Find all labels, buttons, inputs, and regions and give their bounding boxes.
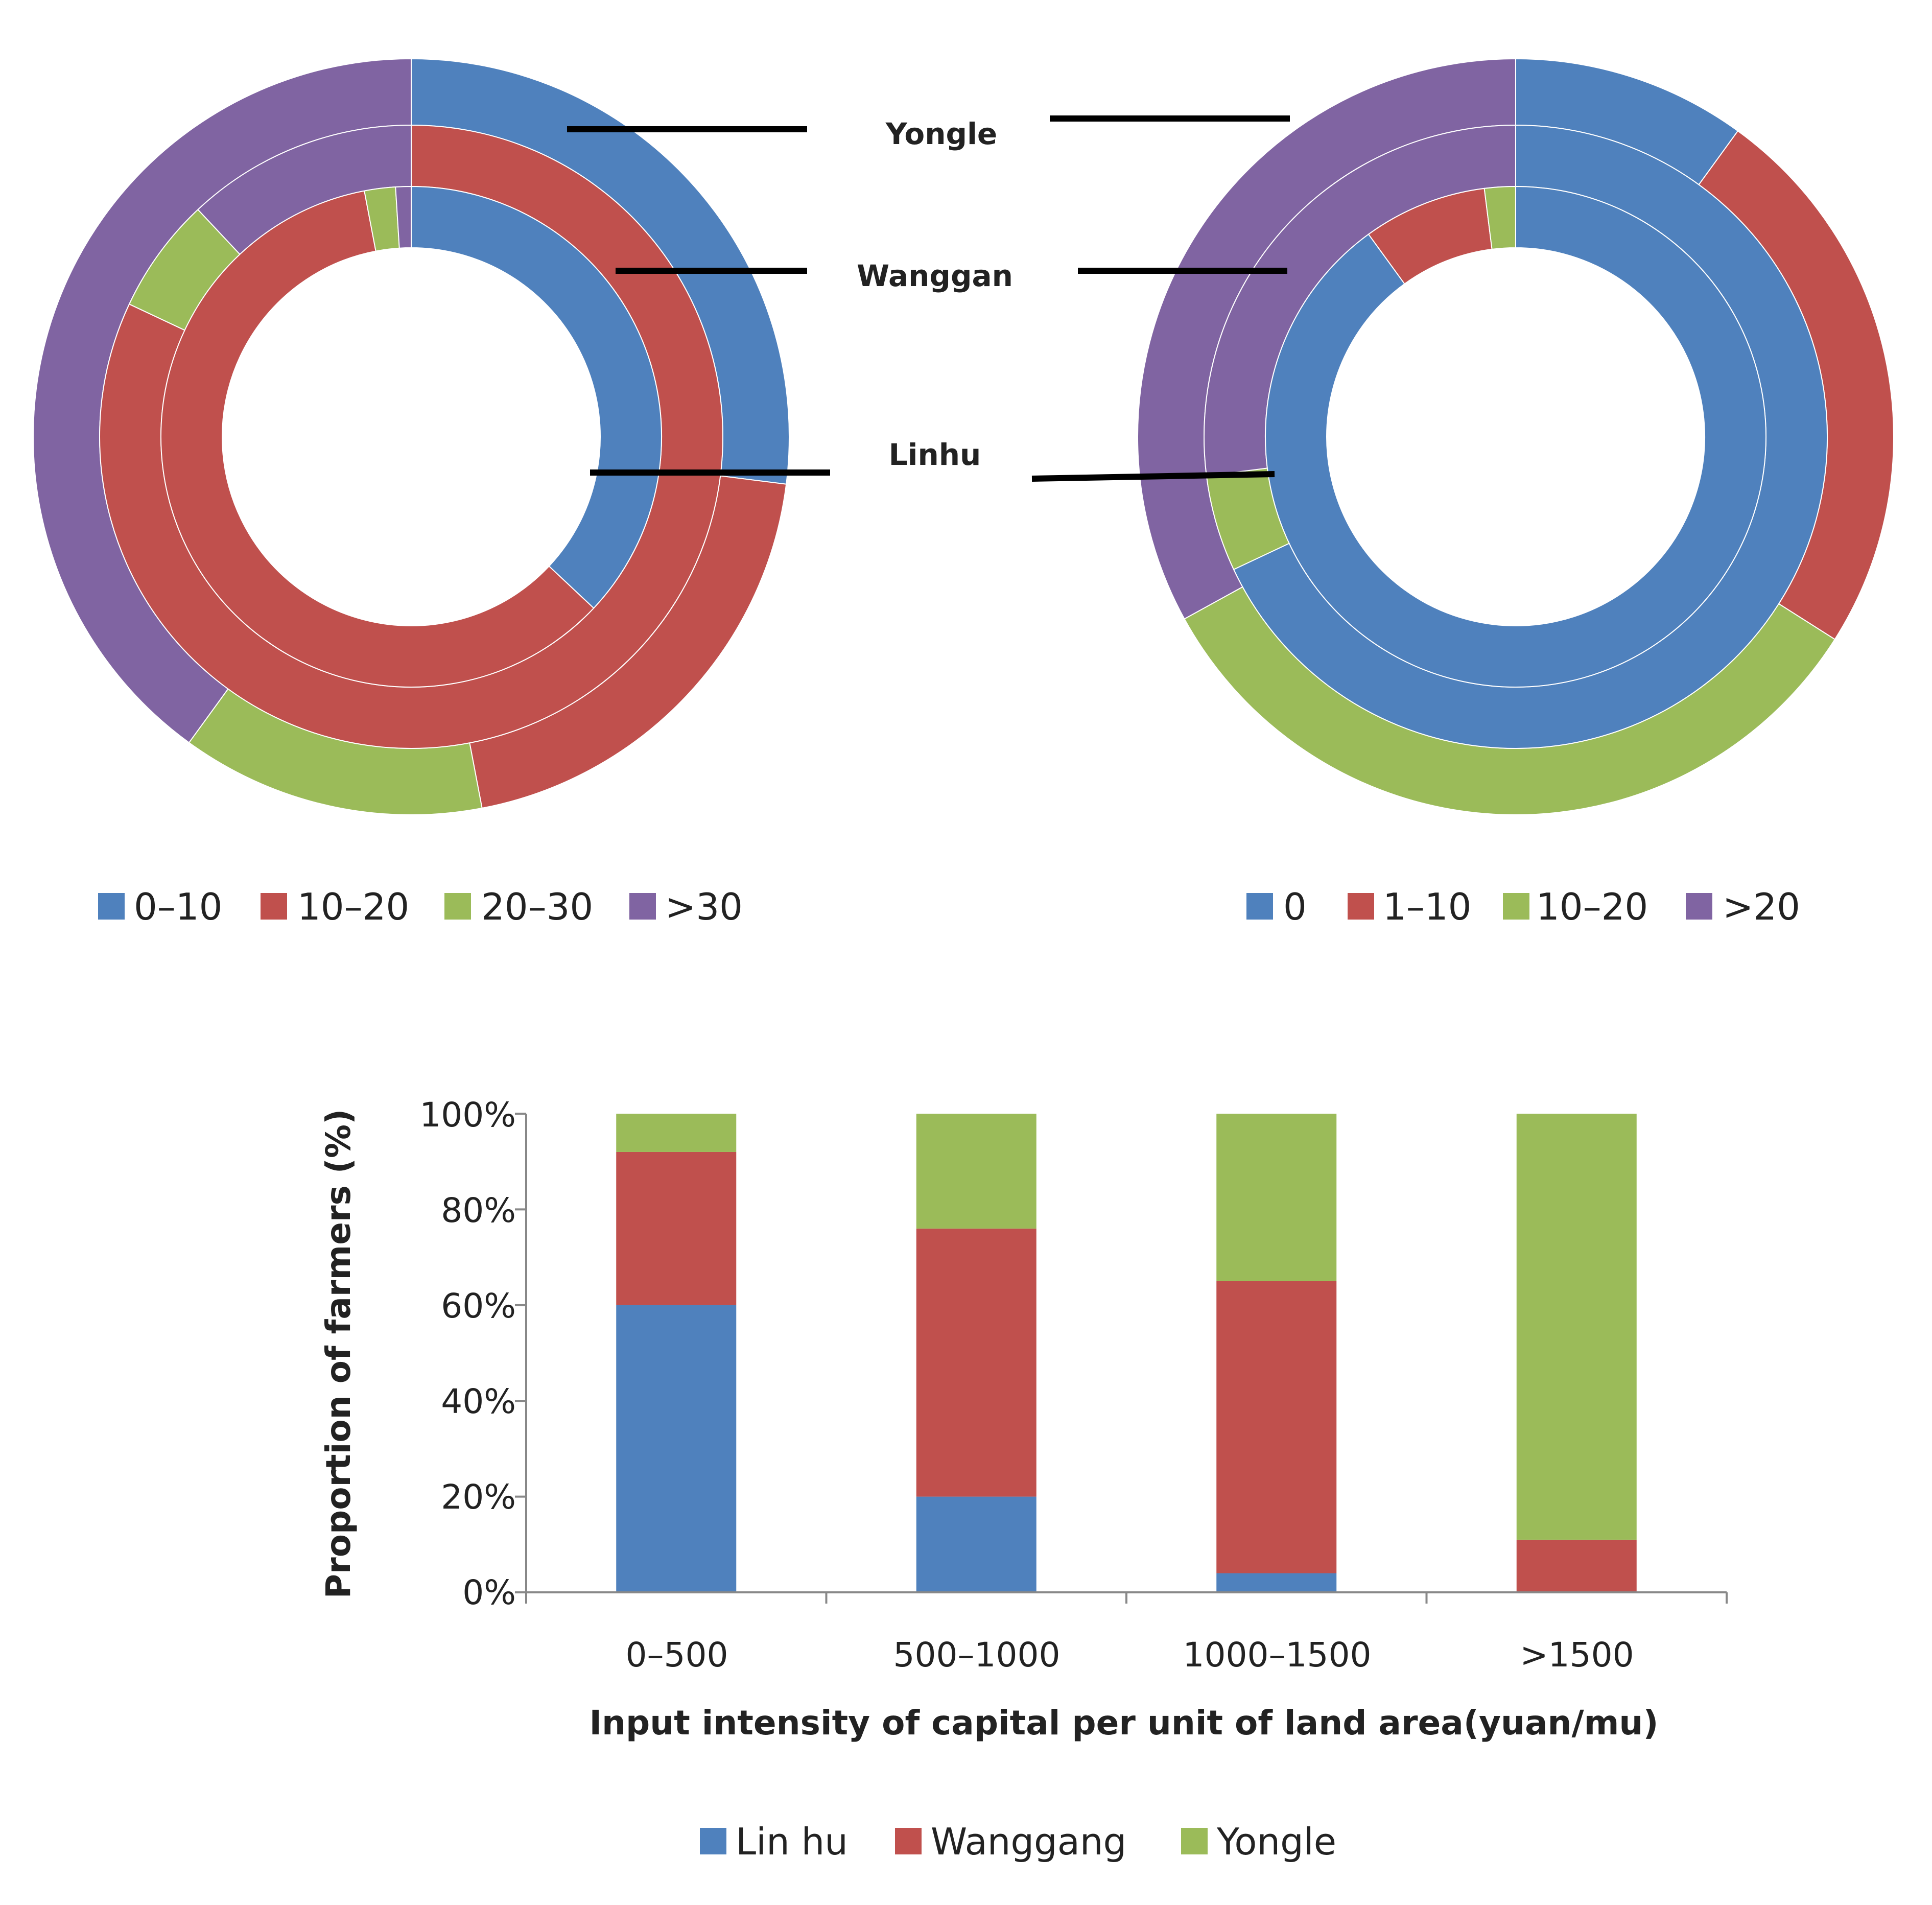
legend-swatch-left-3 — [629, 893, 656, 920]
legend-label-right-3: >20 — [1723, 885, 1800, 928]
bar-3-yongle — [1516, 1114, 1637, 1540]
bar-0-yongle — [616, 1114, 737, 1152]
x-axis-title: Input intensity of capital per unit of l… — [589, 1703, 1658, 1743]
legend-label-left-3: >30 — [665, 885, 743, 928]
legend-swatch-right-2 — [1503, 893, 1529, 920]
y-axis-title: Proportion of farmers (%) — [319, 1109, 358, 1599]
x-tick-label-1: 500–1000 — [893, 1635, 1061, 1675]
leader-linhu-right — [1031, 471, 1275, 482]
ring-label-linhu: Linhu — [889, 437, 981, 472]
bar-2-yongle — [1216, 1114, 1337, 1281]
bar-0-lin-hu — [616, 1305, 737, 1592]
y-tick-label-4: 80% — [441, 1191, 516, 1230]
ring-label-yongle: Yongle — [885, 116, 998, 151]
ring-label-wanggan: Wanggan — [857, 258, 1013, 293]
legend-swatch-right-3 — [1686, 893, 1712, 920]
bar-1-yongle — [916, 1114, 1036, 1229]
left-ring-linhu-slice-0 — [411, 185, 662, 609]
bar-2-wanggang — [1216, 1281, 1337, 1573]
donut-chart-right — [1137, 58, 1894, 815]
bar-2-lin-hu — [1216, 1573, 1337, 1592]
legend-swatch-left-0 — [98, 893, 125, 920]
y-tick-label-1: 20% — [441, 1477, 516, 1517]
y-tick-label-5: 100% — [419, 1095, 516, 1135]
donut-left-legend: 0–10 10–20 20–30 >30 — [98, 885, 743, 928]
bar-segments — [616, 1114, 1637, 1592]
right-ring-linhu-slice-2 — [1483, 185, 1516, 250]
x-tick-label-0: 0–500 — [626, 1635, 728, 1675]
ring-leader-lines — [567, 115, 1290, 482]
bar-legend-label-2: Yongle — [1216, 1820, 1336, 1863]
legend-label-left-2: 20–30 — [481, 885, 593, 928]
y-tick-label-3: 60% — [441, 1286, 516, 1326]
bar-legend-swatch-2 — [1181, 1828, 1208, 1854]
legend-swatch-right-0 — [1246, 893, 1273, 920]
bar-legend-label-1: Wanggang — [931, 1820, 1126, 1863]
legend-label-left-1: 10–20 — [297, 885, 409, 928]
bar-1-wanggang — [916, 1228, 1036, 1497]
bar-3-wanggang — [1516, 1539, 1637, 1592]
bar-0-wanggang — [616, 1151, 737, 1305]
legend-swatch-left-2 — [444, 893, 471, 920]
bar-legend-swatch-0 — [700, 1828, 726, 1854]
legend-label-right-2: 10–20 — [1536, 885, 1648, 928]
y-tick-label-2: 40% — [441, 1382, 516, 1421]
x-axis-ticks — [525, 1592, 1728, 1604]
legend-label-right-0: 0 — [1283, 885, 1307, 928]
legend-swatch-right-1 — [1348, 893, 1374, 920]
donut-chart-left — [33, 58, 790, 815]
y-axis-ticks — [515, 1113, 526, 1593]
bar-1-lin-hu — [916, 1496, 1036, 1592]
legend-swatch-left-1 — [261, 893, 287, 920]
stacked-bar-chart: 0–500 500–1000 1000–1500 >1500 0% 20% 40… — [319, 1095, 1728, 1863]
x-tick-label-3: >1500 — [1520, 1635, 1634, 1675]
legend-label-right-1: 1–10 — [1383, 885, 1471, 928]
right-ring-linhu-slice-0 — [1265, 185, 1767, 688]
y-tick-label-0: 0% — [462, 1573, 516, 1612]
left-ring-linhu-slice-3 — [395, 185, 412, 249]
donut-right-legend: 0 1–10 10–20 >20 — [1246, 885, 1800, 928]
x-tick-label-2: 1000–1500 — [1183, 1635, 1372, 1675]
bar-legend-swatch-1 — [895, 1828, 922, 1854]
legend-label-left-0: 0–10 — [134, 885, 222, 928]
bar-legend-label-0: Lin hu — [736, 1820, 848, 1863]
bar-legend: Lin hu Wanggang Yongle — [700, 1820, 1336, 1863]
left-ring-linhu-slice-1 — [160, 190, 595, 688]
